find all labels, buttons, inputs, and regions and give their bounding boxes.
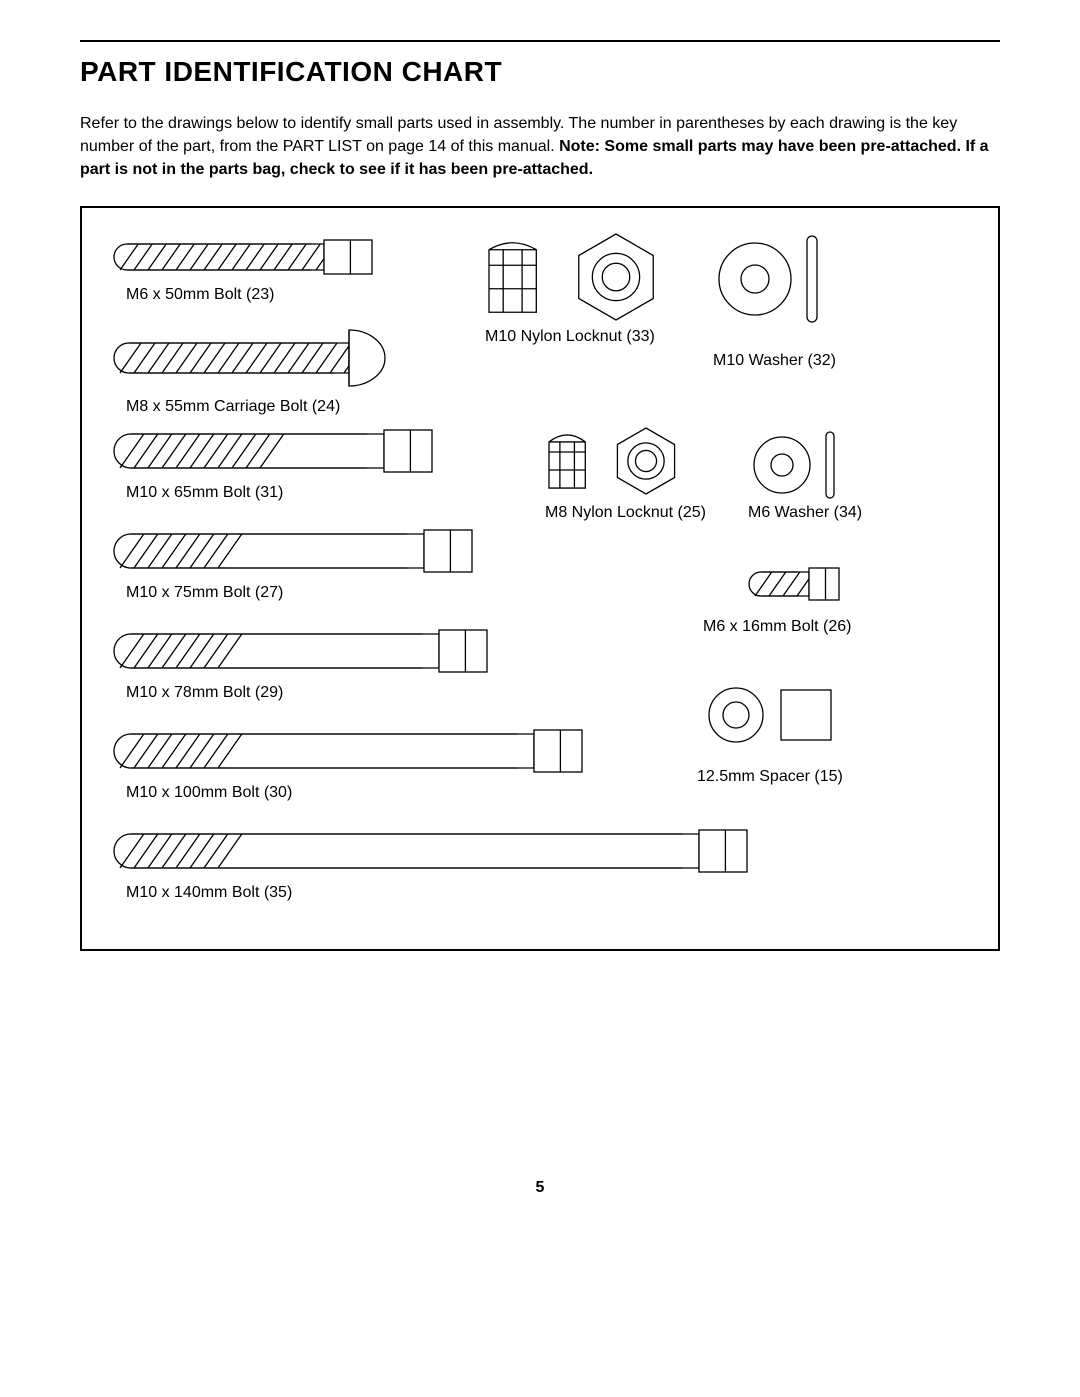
part-bolt_m10_75 bbox=[112, 528, 474, 579]
top-rule bbox=[80, 40, 1000, 42]
label-bolt_m6_16: M6 x 16mm Bolt (26) bbox=[703, 618, 851, 636]
part-bolt_m10_140 bbox=[112, 828, 749, 879]
part-washer_m10 bbox=[717, 234, 829, 329]
label-spacer_125: 12.5mm Spacer (15) bbox=[697, 768, 843, 786]
part-bolt_m10_100 bbox=[112, 728, 584, 779]
page-title: PART IDENTIFICATION CHART bbox=[80, 56, 1000, 88]
part-locknut_m10 bbox=[487, 232, 676, 327]
label-bolt_m10_75: M10 x 75mm Bolt (27) bbox=[126, 584, 283, 602]
part-spacer_125 bbox=[707, 686, 841, 749]
part-bolt_m6_16 bbox=[747, 566, 841, 607]
part-bolt_m6_50 bbox=[112, 238, 374, 281]
label-bolt_m10_100: M10 x 100mm Bolt (30) bbox=[126, 784, 292, 802]
label-locknut_m10: M10 Nylon Locknut (33) bbox=[485, 328, 655, 346]
part-washer_m6 bbox=[752, 430, 846, 505]
label-bolt_m10_65: M10 x 65mm Bolt (31) bbox=[126, 484, 283, 502]
part-bolt_m10_65 bbox=[112, 428, 434, 479]
label-bolt_m8_55c: M8 x 55mm Carriage Bolt (24) bbox=[126, 398, 340, 416]
label-washer_m6: M6 Washer (34) bbox=[748, 504, 862, 522]
label-locknut_m8: M8 Nylon Locknut (25) bbox=[545, 504, 706, 522]
intro-text: Refer to the drawings below to identify … bbox=[80, 112, 1000, 182]
page-number: 5 bbox=[0, 1179, 1080, 1197]
label-bolt_m10_140: M10 x 140mm Bolt (35) bbox=[126, 884, 292, 902]
part-bolt_m8_55c bbox=[112, 328, 399, 393]
part-chart-box: M6 x 50mm Bolt (23) M8 x 55mm Carriage Bo… bbox=[80, 206, 1000, 951]
label-washer_m10: M10 Washer (32) bbox=[713, 352, 836, 370]
label-bolt_m10_78: M10 x 78mm Bolt (29) bbox=[126, 684, 283, 702]
part-bolt_m10_78 bbox=[112, 628, 489, 679]
label-bolt_m6_50: M6 x 50mm Bolt (23) bbox=[126, 286, 274, 304]
part-locknut_m8 bbox=[547, 426, 692, 501]
